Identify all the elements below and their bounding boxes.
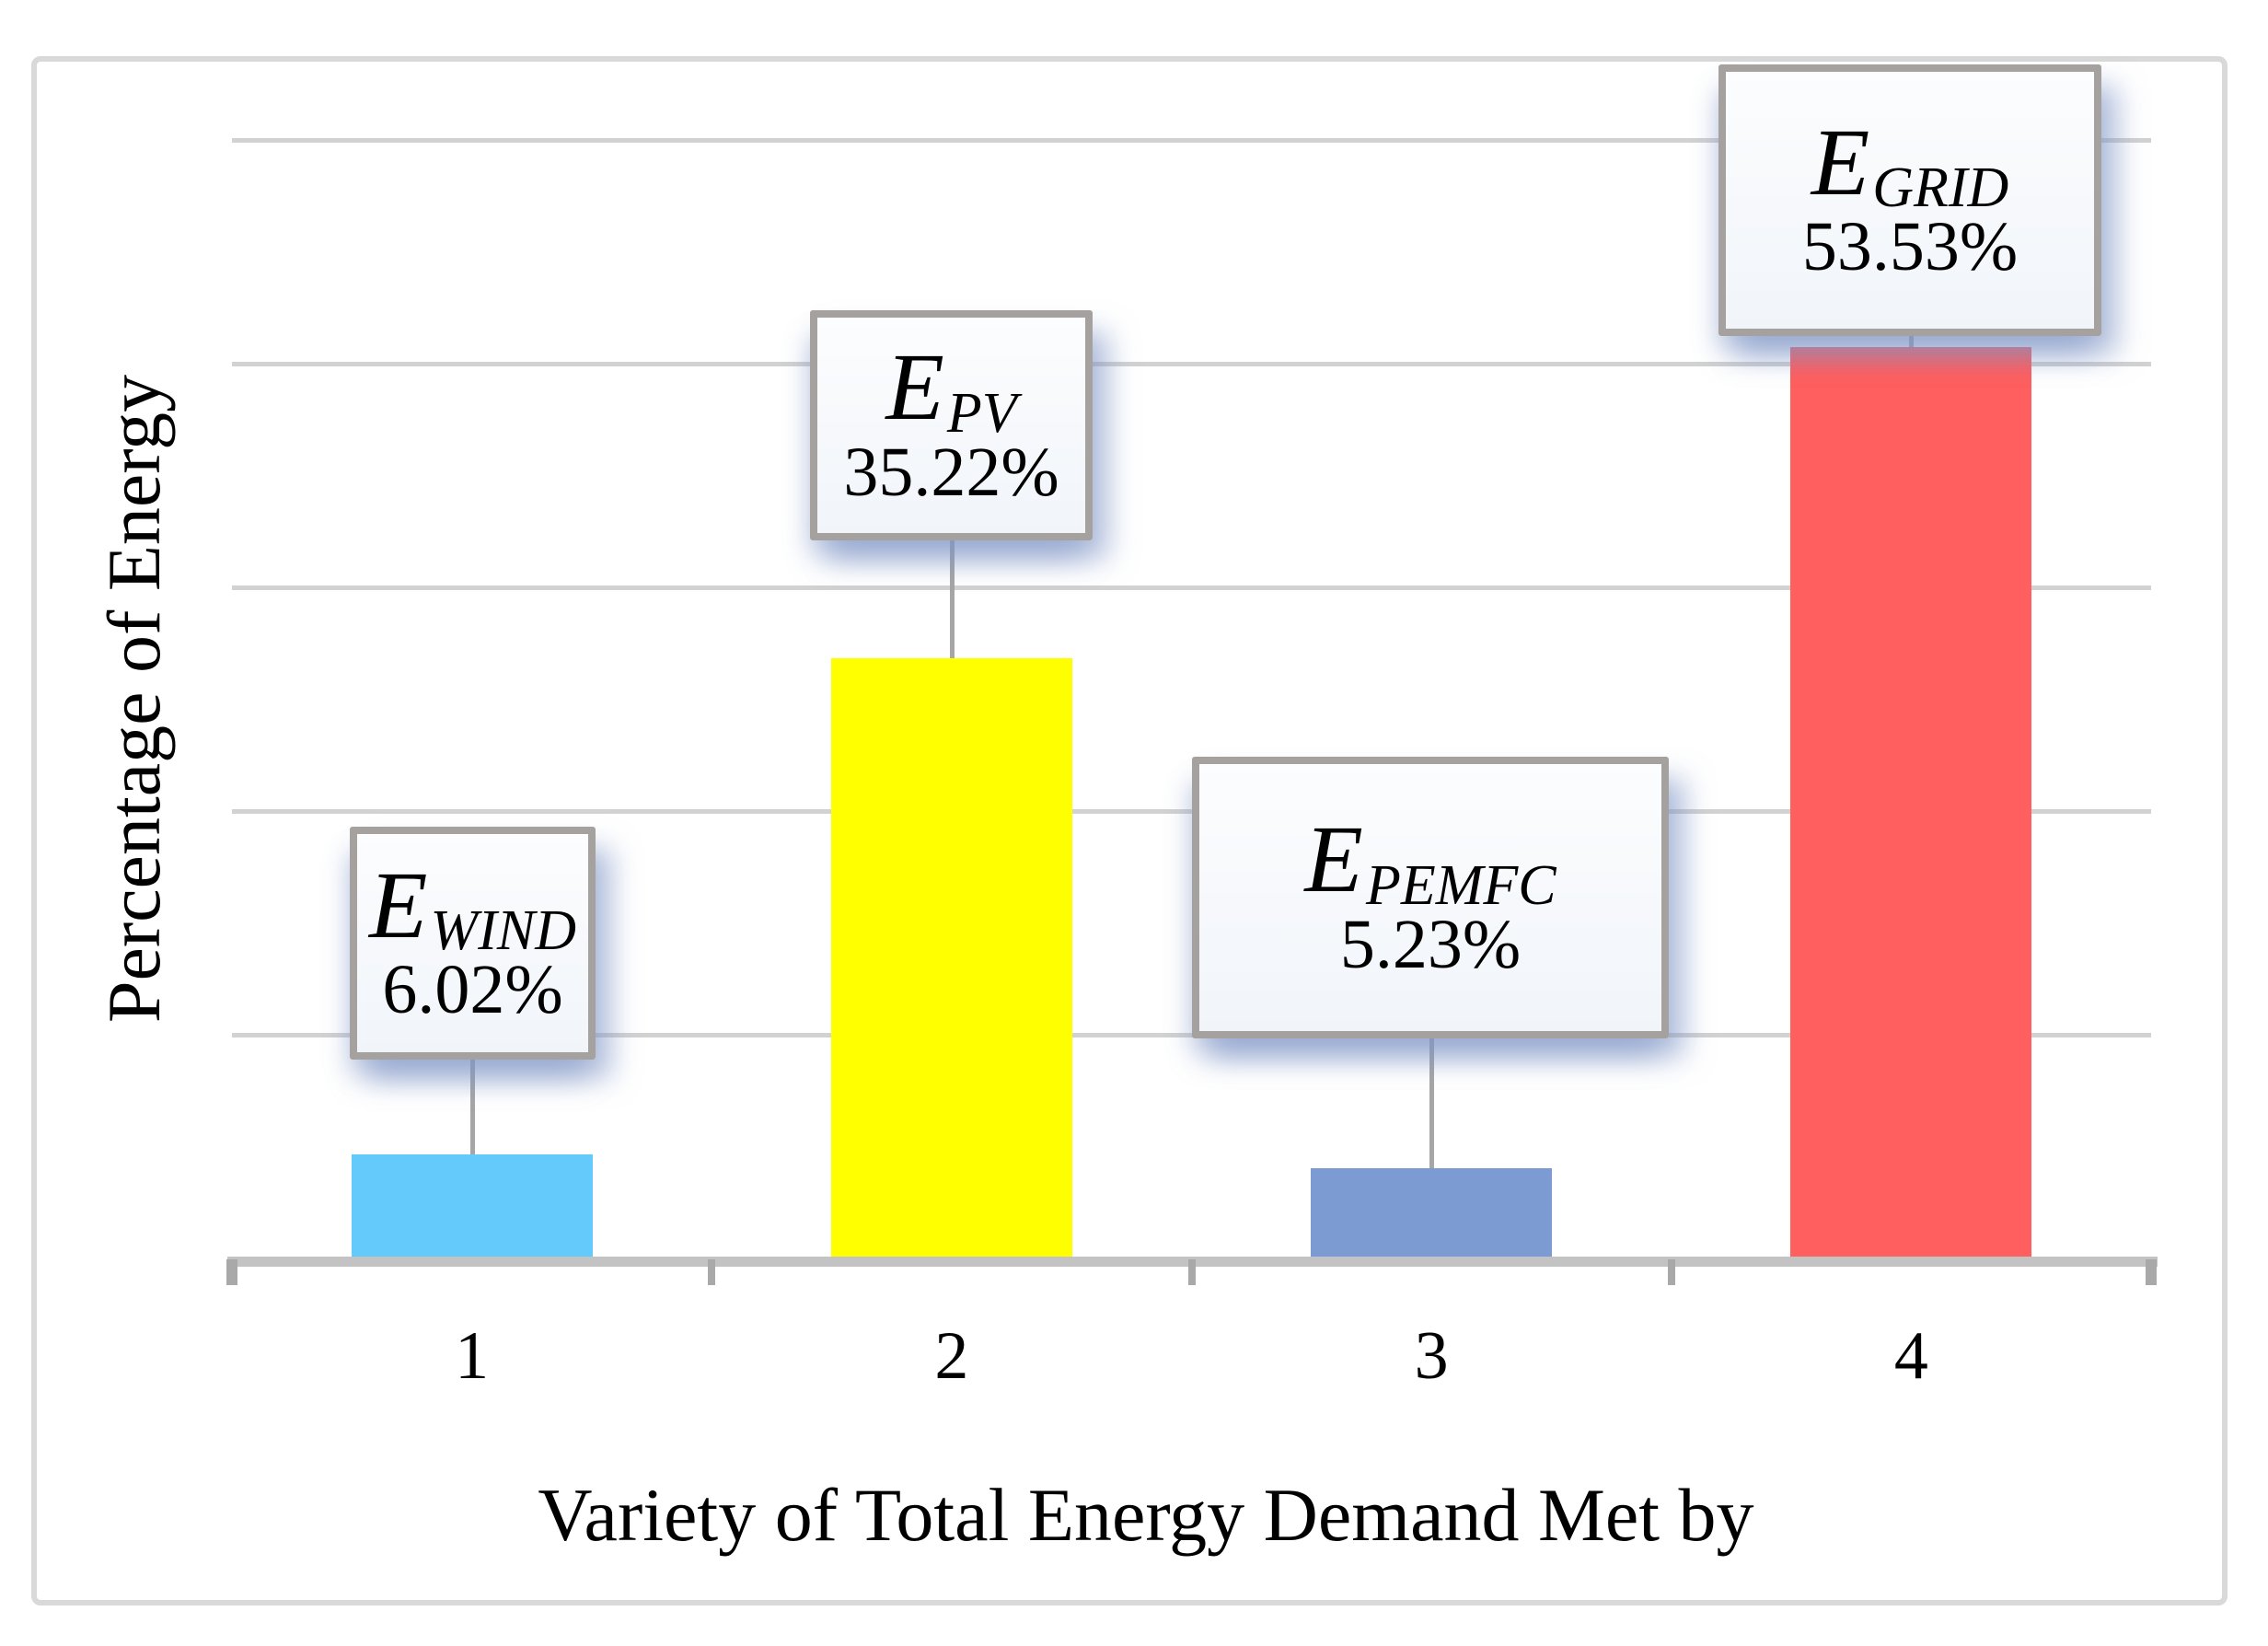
- callout-leader-line: [469, 1054, 475, 1154]
- x-axis-tick: [1187, 1259, 1196, 1285]
- series-value-label: 53.53%: [1801, 208, 2019, 286]
- bar-wind: [351, 1154, 593, 1257]
- bar-grid: [1790, 347, 2032, 1257]
- data-label-callout-pemfc: EPEMFC 5.23%: [1192, 757, 1669, 1038]
- x-axis-tick: [226, 1259, 237, 1285]
- gridline: [232, 585, 2151, 590]
- figure-border: [31, 56, 2228, 1605]
- series-value-label: 35.22%: [843, 433, 1059, 511]
- data-label-callout-pv: EPV 35.22%: [810, 310, 1093, 540]
- x-tick-label-4: 4: [1893, 1318, 1928, 1394]
- x-tick-label-2: 2: [934, 1318, 969, 1394]
- series-symbol: EPV: [885, 334, 1017, 445]
- y-axis-title: Percentage of Energy: [92, 374, 176, 1024]
- gridline: [232, 809, 2151, 814]
- x-axis-tick: [708, 1259, 716, 1285]
- gridline: [232, 362, 2151, 366]
- series-symbol: EGRID: [1811, 109, 2009, 220]
- x-tick-label-3: 3: [1414, 1318, 1449, 1394]
- callout-leader-line: [1429, 1033, 1435, 1168]
- callout-leader-line: [949, 535, 955, 658]
- callout-leader-line: [1909, 330, 1915, 347]
- bar-pemfc: [1311, 1168, 1553, 1257]
- x-axis-tick: [1667, 1259, 1675, 1285]
- series-symbol: EPEMFC: [1304, 806, 1556, 917]
- x-axis-tick: [2146, 1259, 2157, 1285]
- bar-pv: [830, 658, 1072, 1257]
- series-value-label: 5.23%: [1339, 905, 1522, 983]
- series-symbol: EWIND: [369, 852, 576, 963]
- data-label-callout-grid: EGRID 53.53%: [1718, 64, 2101, 336]
- x-tick-label-1: 1: [455, 1318, 490, 1394]
- series-value-label: 6.02%: [382, 951, 563, 1029]
- data-label-callout-wind: EWIND 6.02%: [350, 827, 596, 1060]
- x-axis-title: Variety of Total Energy Demand Met by: [538, 1473, 1754, 1557]
- gridline: [232, 138, 2151, 143]
- gridline: [232, 1033, 2151, 1037]
